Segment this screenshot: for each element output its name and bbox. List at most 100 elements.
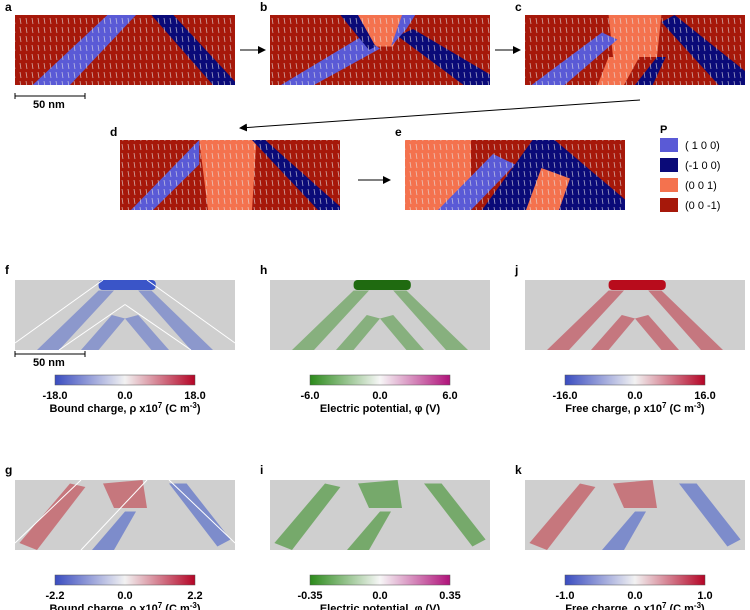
field-top — [98, 280, 156, 290]
colorbar-tick-label: -18.0 — [42, 390, 67, 402]
field-feature — [613, 480, 657, 508]
field-feature — [547, 290, 624, 350]
field-feature — [81, 315, 125, 350]
streaks — [525, 15, 745, 85]
label-part: Electric potential, φ (V) — [320, 403, 441, 415]
streaks — [270, 15, 490, 85]
legend-title: P — [660, 124, 667, 136]
label-part: -3 — [694, 601, 702, 610]
field-feature — [274, 483, 341, 550]
field-top — [608, 280, 666, 290]
label-part: Bound charge, ρ x10 — [49, 603, 157, 610]
field-feature — [679, 483, 741, 547]
label-part: Free charge, ρ x10 — [565, 403, 662, 415]
colorbar-tick-label: 0.0 — [372, 590, 387, 602]
label-part: Electric potential, φ (V) — [320, 603, 441, 610]
field-feature — [648, 290, 723, 350]
field-feature — [292, 290, 369, 350]
label-part: 7 — [662, 601, 667, 610]
field-map — [270, 280, 490, 350]
domain-panel: d — [110, 125, 340, 210]
colorbar-tick-label: 0.0 — [627, 590, 642, 602]
panel-letter: b — [260, 0, 267, 14]
domain-wall — [146, 279, 236, 344]
field-feature — [37, 290, 114, 350]
field-top — [353, 280, 411, 290]
scale-bar-label: 50 nm — [33, 357, 65, 369]
domain-wall — [14, 279, 104, 344]
colorbar-label: Electric potential, φ (V) — [320, 603, 441, 610]
label-part: 7 — [662, 401, 667, 410]
colorbar-label: Electric potential, φ (V) — [320, 403, 441, 415]
label-part: Free charge, ρ x10 — [565, 603, 662, 610]
colorbar-tick-label: 0.0 — [117, 390, 132, 402]
panel-letter: e — [395, 125, 402, 139]
field-feature — [19, 483, 86, 550]
panel-letter: g — [5, 463, 12, 477]
domain-panel: e — [395, 125, 625, 210]
label-part: (C m — [162, 403, 190, 415]
domain-wall — [168, 479, 236, 544]
panel-letter: a — [5, 0, 12, 14]
domain-wall — [124, 304, 192, 351]
legend-entry: (-1 0 0) — [685, 160, 720, 172]
colorbar-tick-label: 1.0 — [697, 590, 712, 602]
label-part: 7 — [158, 401, 163, 410]
label-part: ) — [701, 603, 705, 610]
domain-panel: b — [260, 0, 490, 85]
field-feature — [529, 483, 596, 550]
colorbar-tick-label: 0.0 — [627, 390, 642, 402]
colorbar-tick-label: 2.2 — [187, 590, 202, 602]
field-feature — [591, 315, 635, 350]
panel-letter: c — [515, 0, 522, 14]
label-part: ) — [701, 403, 705, 415]
colorbar-tick-label: -6.0 — [301, 390, 320, 402]
label-part: 7 — [158, 601, 163, 610]
label-part: (C m — [666, 403, 694, 415]
colorbar — [309, 374, 451, 386]
colorbar-label: Bound charge, ρ x107 (C m-3) — [49, 401, 200, 415]
panel-letter: f — [5, 263, 10, 277]
label-part: ) — [197, 603, 201, 610]
colorbar-tick-label: -16.0 — [552, 390, 577, 402]
field-feature — [347, 511, 391, 550]
field-feature — [92, 511, 136, 550]
panel-letter: j — [514, 263, 518, 277]
legend-entry: (0 0 1) — [685, 180, 717, 192]
colorbar-tick-label: 16.0 — [694, 390, 715, 402]
colorbar-tick-label: -1.0 — [556, 590, 575, 602]
legend-swatch — [660, 178, 678, 192]
legend-entry: (0 0 -1) — [685, 200, 720, 212]
legend-swatch — [660, 138, 678, 152]
legend-entry: ( 1 0 0) — [685, 140, 720, 152]
label-part: ) — [197, 403, 201, 415]
field-feature — [358, 480, 402, 508]
label-part: -3 — [190, 401, 198, 410]
domain-wall — [14, 479, 82, 544]
colorbar — [54, 574, 196, 586]
label-part: (C m — [666, 603, 694, 610]
field-feature — [635, 315, 679, 350]
panel-letter: h — [260, 263, 267, 277]
colorbar — [54, 374, 196, 386]
field-feature — [336, 315, 380, 350]
field-feature — [138, 290, 213, 350]
label-part: Bound charge, ρ x10 — [49, 403, 157, 415]
colorbar-label: Free charge, ρ x107 (C m-3) — [565, 401, 705, 415]
scale-bar-label: 50 nm — [33, 99, 65, 111]
field-feature — [380, 315, 424, 350]
streaks — [15, 15, 235, 85]
colorbar-tick-label: 0.0 — [372, 390, 387, 402]
streaks — [120, 140, 340, 210]
colorbar-tick-label: -2.2 — [46, 590, 65, 602]
label-part: -3 — [694, 401, 702, 410]
field-feature — [169, 483, 231, 547]
colorbar-tick-label: -0.35 — [297, 590, 322, 602]
